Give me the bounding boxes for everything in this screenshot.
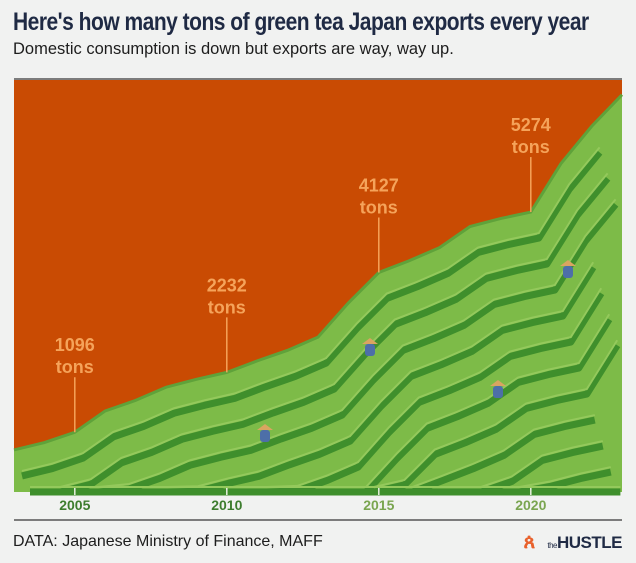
data-source: DATA: Japanese Ministry of Finance, MAFF bbox=[13, 533, 323, 550]
annotation-unit: tons bbox=[360, 198, 398, 218]
terrace-highlight bbox=[30, 172, 609, 488]
annotation-value: 4127 bbox=[359, 176, 399, 196]
farmer-figure bbox=[257, 424, 273, 442]
annotation-value: 5274 bbox=[511, 115, 551, 135]
x-tick-label: 2020 bbox=[515, 497, 546, 513]
chart-subtitle: Domestic consumption is down but exports… bbox=[13, 40, 454, 58]
x-axis: 2005 2010 2015 2020 bbox=[59, 488, 547, 513]
farmer-figure bbox=[560, 260, 576, 278]
x-tick-label: 2005 bbox=[59, 497, 90, 513]
farmer-figure bbox=[362, 338, 378, 356]
terrace-top-edge bbox=[13, 93, 624, 452]
brand-logos: ጰ theHUSTLE bbox=[523, 531, 622, 554]
annotation-unit: tons bbox=[208, 297, 246, 317]
terrace-ridge bbox=[21, 150, 603, 480]
annotation-value: 2232 bbox=[207, 275, 247, 295]
annotation-unit: tons bbox=[512, 137, 550, 157]
farmer-figure bbox=[490, 380, 506, 398]
annotation-value: 1096 bbox=[55, 335, 95, 355]
terrace-highlight bbox=[38, 198, 617, 488]
hubspot-sprocket-icon: ጰ bbox=[523, 531, 536, 553]
the-hustle-logo: theHUSTLE bbox=[547, 532, 622, 552]
x-tick-label: 2010 bbox=[211, 497, 242, 513]
chart-title: Here's how many tons of green tea Japan … bbox=[13, 8, 589, 36]
terrace-highlight bbox=[21, 146, 601, 472]
x-tick-label: 2015 bbox=[363, 497, 394, 513]
terrace-area bbox=[14, 94, 622, 492]
terrace-layers bbox=[13, 93, 624, 496]
annotation-unit: tons bbox=[56, 357, 94, 377]
terrace-ridge bbox=[30, 176, 611, 496]
